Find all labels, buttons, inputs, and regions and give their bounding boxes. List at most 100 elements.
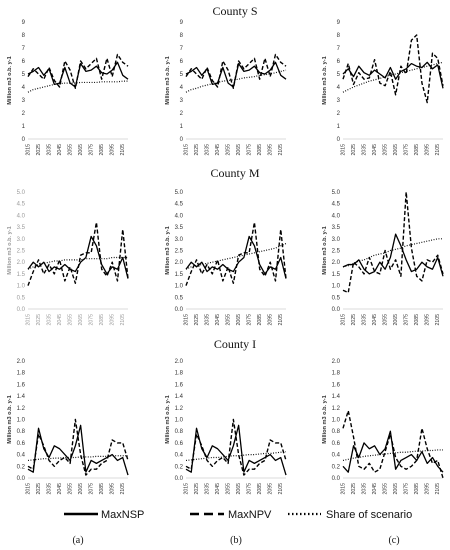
x-tick-label: 2105: [435, 314, 441, 326]
x-tick-label: 2085: [257, 314, 263, 326]
y-tick-label: 6: [180, 59, 184, 65]
x-tick-label: 2045: [215, 483, 221, 495]
y-tick-label: 1.8: [175, 371, 184, 377]
y-tick-label: 4.0: [175, 213, 184, 219]
y-tick-label: 1.5: [17, 272, 26, 278]
chart-M-c: 0.0 0.5 1.0 1.5 2.0 2.5 3.0 3.5 4.0 4.5 5.0 Million…: [322, 190, 444, 326]
y-tick-label: 2: [22, 111, 26, 117]
y-tick-label: 2.0: [332, 260, 341, 266]
x-tick-label: 2095: [268, 314, 274, 326]
y-tick-label: 1.0: [17, 284, 26, 290]
x-tick-label: 2065: [236, 314, 242, 326]
legend: MaxNSP MaxNPV Share of scenario: [64, 509, 412, 521]
y-tick-label: 0.5: [17, 295, 26, 301]
x-tick-label: 2075: [89, 483, 95, 495]
y-tick-label: 9: [22, 20, 26, 26]
panel-label-a: (a): [72, 535, 83, 546]
series-maxnpv-line: [27, 418, 129, 476]
y-tick-label: 4: [180, 85, 184, 91]
y-tick-label: 3: [22, 98, 26, 104]
y-axis-label: Million m3 o.b. y-1: [7, 395, 13, 443]
y-tick-label: 4.5: [17, 202, 26, 208]
x-tick-label: 2045: [215, 314, 221, 326]
x-tick-label: 2055: [226, 483, 232, 495]
y-tick-label: 1.0: [332, 284, 341, 290]
x-tick-label: 2025: [36, 314, 42, 326]
x-tick-label: 2035: [47, 144, 53, 156]
series-maxnpv-line: [342, 34, 444, 104]
y-tick-label: 0.5: [332, 295, 341, 301]
y-tick-label: 2.0: [17, 359, 26, 365]
x-tick-label: 2085: [99, 314, 105, 326]
y-tick-label: 5.0: [17, 190, 26, 196]
x-tick-label: 2065: [236, 144, 242, 156]
x-tick-label: 2085: [99, 483, 105, 495]
y-axis-label: Million m3 o.b. y-1: [322, 226, 328, 274]
x-tick-label: 2035: [362, 314, 368, 326]
y-tick-label: 0.8: [17, 429, 26, 435]
x-tick-label: 2085: [414, 144, 420, 156]
y-tick-label: 3.0: [17, 237, 26, 243]
series-share-line: [342, 449, 443, 462]
x-tick-label: 2075: [247, 483, 253, 495]
y-tick-label: 0: [22, 137, 26, 143]
x-tick-label: 2015: [26, 144, 32, 156]
y-tick-label: 3.0: [332, 237, 341, 243]
series-maxnpv-line: [27, 221, 129, 286]
y-tick-label: 2: [180, 111, 184, 117]
y-tick-label: 1.2: [332, 406, 341, 412]
y-tick-label: 4: [22, 85, 26, 91]
y-axis-label: Million m3 o.b. y-1: [165, 395, 171, 443]
y-tick-label: 9: [180, 20, 184, 26]
x-tick-label: 2015: [184, 144, 190, 156]
x-tick-label: 2055: [226, 144, 232, 156]
y-tick-label: 1.5: [332, 272, 341, 278]
y-tick-label: 0.0: [332, 476, 341, 482]
x-tick-label: 2095: [110, 314, 116, 326]
y-tick-label: 5.0: [175, 190, 184, 196]
series-share-line: [185, 69, 287, 93]
x-tick-label: 2045: [372, 144, 378, 156]
y-tick-label: 5: [22, 72, 26, 78]
y-tick-label: 1.6: [332, 382, 341, 388]
county-titles: County S County M County I: [210, 4, 259, 351]
x-tick-label: 2025: [351, 314, 357, 326]
title-county-s: County S: [212, 4, 257, 18]
x-tick-label: 2015: [184, 483, 190, 495]
y-tick-label: 6: [337, 59, 341, 65]
x-tick-label: 2105: [120, 483, 126, 495]
y-axis-label: Million m3 o.b. y-1: [165, 226, 171, 274]
x-tick-label: 2055: [68, 314, 74, 326]
x-tick-label: 2095: [425, 314, 431, 326]
chart-M-b: 0.0 0.5 1.0 1.5 2.0 2.5 3.0 3.5 4.0 4.5 5.0 Million…: [165, 190, 287, 326]
x-tick-label: 2015: [26, 314, 32, 326]
y-tick-label: 0.2: [332, 464, 341, 470]
legend-maxnpv-label: MaxNPV: [228, 509, 272, 521]
x-tick-label: 2025: [351, 483, 357, 495]
y-tick-label: 1.6: [17, 382, 26, 388]
x-tick-label: 2025: [36, 144, 42, 156]
y-tick-label: 1.2: [17, 406, 26, 412]
y-tick-label: 3.0: [175, 237, 184, 243]
y-tick-label: 0.6: [332, 441, 341, 447]
x-tick-label: 2055: [383, 144, 389, 156]
y-axis-label: Million m3 o.b. y-1: [322, 56, 328, 104]
y-axis-label: Million m3 o.b. y-1: [322, 395, 328, 443]
x-tick-label: 2015: [341, 483, 347, 495]
y-tick-label: 1.4: [332, 394, 341, 400]
y-tick-label: 1.2: [175, 406, 184, 412]
y-tick-label: 1.8: [17, 371, 26, 377]
x-tick-label: 2045: [215, 144, 221, 156]
chart-I-b: 0.0 0.2 0.4 0.6 0.8 1.0 1.2 1.4 1.6 1.8 2.0 Million…: [165, 359, 287, 495]
legend-maxnsp-label: MaxNSP: [101, 509, 144, 521]
x-tick-label: 2085: [414, 483, 420, 495]
y-tick-label: 1: [22, 124, 26, 130]
x-tick-label: 2075: [247, 314, 253, 326]
y-tick-label: 2.0: [175, 260, 184, 266]
y-tick-label: 0.2: [17, 464, 26, 470]
y-tick-label: 1.0: [175, 418, 184, 424]
x-tick-label: 2025: [351, 144, 357, 156]
panel-labels: (a) (b) (c): [72, 535, 399, 546]
x-tick-label: 2015: [184, 314, 190, 326]
